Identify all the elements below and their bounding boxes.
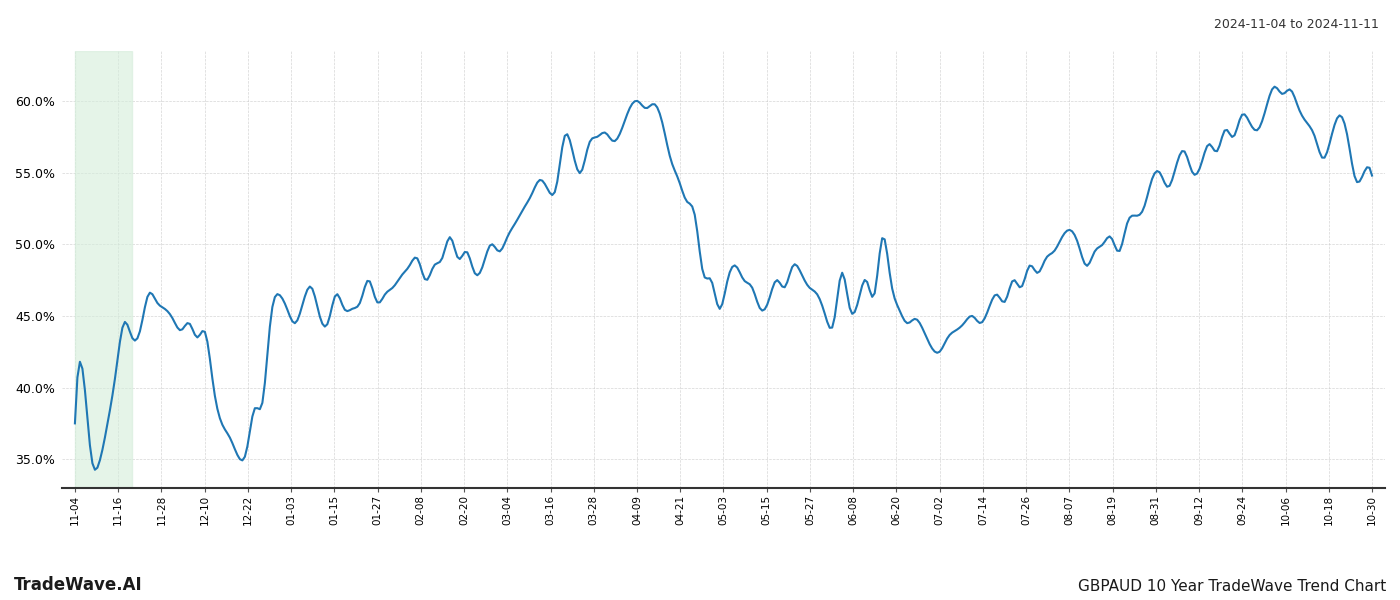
Text: TradeWave.AI: TradeWave.AI: [14, 576, 143, 594]
Text: GBPAUD 10 Year TradeWave Trend Chart: GBPAUD 10 Year TradeWave Trend Chart: [1078, 579, 1386, 594]
Text: 2024-11-04 to 2024-11-11: 2024-11-04 to 2024-11-11: [1214, 18, 1379, 31]
Bar: [76, 51, 132, 488]
